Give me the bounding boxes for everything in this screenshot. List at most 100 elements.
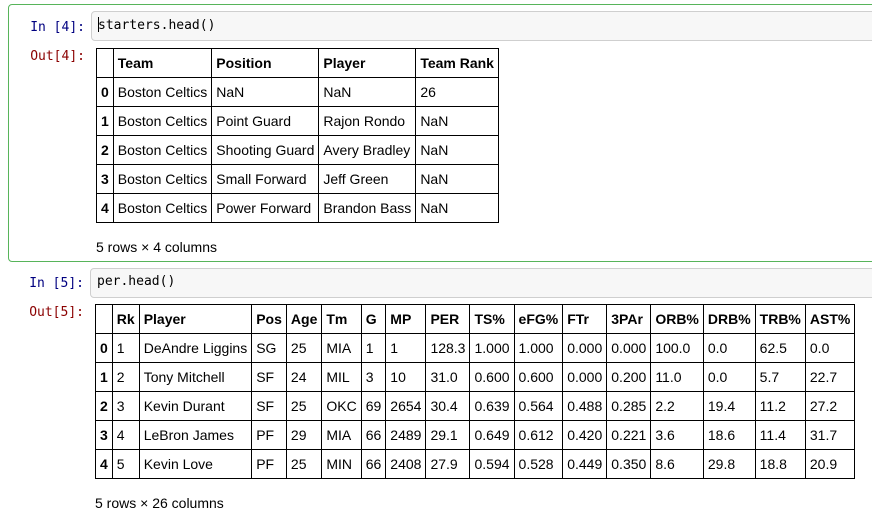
- table-cell: 0.0: [702, 362, 756, 392]
- table-row: 4 Boston Celtics Power Forward Brandon Bass…: [96, 193, 499, 223]
- table-cell: 1.000: [513, 333, 564, 363]
- table-cell: 30.4: [425, 391, 471, 421]
- table-cell: Boston Celtics: [112, 135, 213, 165]
- table-cell: 18.6: [702, 420, 756, 450]
- dataframe-table: Team Position Player Team Rank 0 Boston Celt…: [96, 48, 499, 223]
- table-row: 0 Boston Celtics NaN NaN 26: [96, 77, 499, 107]
- column-header: ORB%: [650, 304, 704, 334]
- table-cell: 11.2: [754, 391, 806, 421]
- table-cell: 0.612: [513, 420, 564, 450]
- table-cell: Boston Celtics: [112, 77, 213, 107]
- table-row: 2 3 Kevin Durant SF 25 OKC 69 2654 30.4 0.639 0.56…: [95, 391, 856, 421]
- output-prompt: Out[4]:: [30, 49, 85, 64]
- table-cell: 22.7: [804, 362, 856, 392]
- table-cell: 0.0: [702, 333, 756, 363]
- table-cell: 4: [111, 420, 140, 450]
- table-cell: SF: [251, 362, 287, 392]
- code-input[interactable]: per.head(): [90, 268, 872, 298]
- table-cell: 0.564: [513, 391, 564, 421]
- table-cell: 25: [285, 449, 323, 479]
- index-header-cell: [96, 48, 114, 78]
- table-cell: Power Forward: [211, 193, 320, 223]
- column-header: FTr: [562, 304, 608, 334]
- table-cell: MIN: [321, 449, 362, 479]
- table-cell: 0.420: [562, 420, 608, 450]
- table-cell: Point Guard: [211, 106, 320, 136]
- table-cell: Brandon Bass: [318, 193, 417, 223]
- table-cell: 3.6: [650, 420, 704, 450]
- dataframe-table: Rk Player Pos Age Tm G MP PER TS% eFG% FTr 3PAr ORB%…: [95, 304, 856, 479]
- table-header-row: Rk Player Pos Age Tm G MP PER TS% eFG% FTr 3PAr ORB%…: [95, 304, 856, 334]
- table-cell: OKC: [321, 391, 362, 421]
- table-cell: PF: [251, 420, 287, 450]
- table-cell: 2408: [385, 449, 427, 479]
- shape-note: 5 rows × 26 columns: [95, 495, 224, 511]
- row-index-cell: 0: [96, 77, 114, 107]
- column-header: Tm: [321, 304, 362, 334]
- table-cell: 1: [385, 333, 427, 363]
- table-cell: Small Forward: [211, 164, 320, 194]
- code-input[interactable]: starters.head(): [91, 11, 872, 41]
- table-cell: 26: [415, 77, 499, 107]
- table-cell: NaN: [415, 135, 499, 165]
- table-cell: 29.1: [425, 420, 471, 450]
- row-index-cell: 2: [96, 135, 114, 165]
- row-index-cell: 1: [95, 362, 113, 392]
- column-header: MP: [385, 304, 427, 334]
- table-cell: 19.4: [702, 391, 756, 421]
- column-header: Pos: [251, 304, 287, 334]
- table-cell: 29: [285, 420, 323, 450]
- table-cell: MIL: [321, 362, 362, 392]
- table-cell: 100.0: [650, 333, 704, 363]
- table-cell: 0.000: [562, 333, 608, 363]
- table-cell: 0.600: [469, 362, 515, 392]
- table-cell: DeAndre Liggins: [138, 333, 253, 363]
- output-prompt: Out[5]:: [29, 305, 84, 320]
- column-header: Position: [211, 48, 320, 78]
- table-cell: NaN: [211, 77, 320, 107]
- notebook-cell-selected[interactable]: In [4]: starters.head() Out[4]: Team Posi…: [8, 4, 872, 262]
- table-cell: 0.200: [606, 362, 652, 392]
- table-header-row: Team Position Player Team Rank: [96, 48, 499, 78]
- table-cell: 3: [111, 391, 140, 421]
- table-cell: Boston Celtics: [112, 193, 213, 223]
- table-cell: Kevin Love: [138, 449, 253, 479]
- table-cell: 0.285: [606, 391, 652, 421]
- column-header: Team Rank: [415, 48, 499, 78]
- column-header: 3PAr: [606, 304, 652, 334]
- table-row: 1 2 Tony Mitchell SF 24 MIL 3 10 31.0 0.600 0.600 0…: [95, 362, 856, 392]
- table-cell: Rajon Rondo: [318, 106, 417, 136]
- table-cell: Avery Bradley: [318, 135, 417, 165]
- table-cell: 66: [360, 420, 387, 450]
- row-index-cell: 0: [95, 333, 113, 363]
- column-header: G: [360, 304, 387, 334]
- table-cell: 5: [111, 449, 140, 479]
- index-header-cell: [95, 304, 113, 334]
- table-cell: 2654: [385, 391, 427, 421]
- table-cell: Boston Celtics: [112, 164, 213, 194]
- input-prompt: In [4]:: [30, 20, 85, 35]
- table-cell: 1: [111, 333, 140, 363]
- table-cell: 24: [285, 362, 323, 392]
- table-row: 2 Boston Celtics Shooting Guard Avery Bradl…: [96, 135, 499, 165]
- table-cell: 0.528: [513, 449, 564, 479]
- table-cell: 0.594: [469, 449, 515, 479]
- column-header: eFG%: [513, 304, 564, 334]
- table-cell: 5.7: [754, 362, 806, 392]
- table-cell: 0.649: [469, 420, 515, 450]
- table-cell: 27.2: [804, 391, 856, 421]
- table-cell: 62.5: [754, 333, 806, 363]
- column-header: TS%: [469, 304, 515, 334]
- table-cell: NaN: [415, 193, 499, 223]
- row-index-cell: 3: [96, 164, 114, 194]
- row-index-cell: 3: [95, 420, 113, 450]
- table-cell: 8.6: [650, 449, 704, 479]
- table-row: 3 Boston Celtics Small Forward Jeff Green Na…: [96, 164, 499, 194]
- notebook-cell[interactable]: In [5]: per.head() Out[5]: Rk Player Pos Ag…: [8, 262, 872, 522]
- table-cell: 27.9: [425, 449, 471, 479]
- table-cell: 2489: [385, 420, 427, 450]
- table-cell: 0.639: [469, 391, 515, 421]
- table-cell: 18.8: [754, 449, 806, 479]
- table-cell: MIA: [321, 420, 362, 450]
- row-index-cell: 4: [95, 449, 113, 479]
